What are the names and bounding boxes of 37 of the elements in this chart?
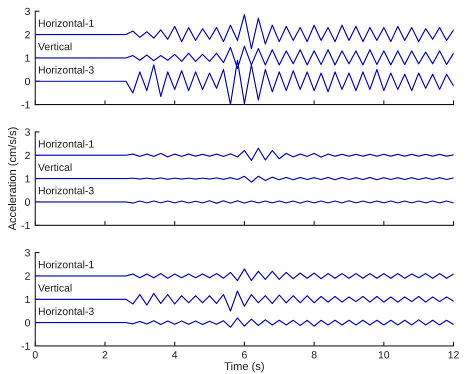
series-label: Horizontal-1 — [38, 260, 94, 268]
y-tick-label: 2 — [25, 31, 30, 38]
y-tick-label: 1 — [25, 296, 30, 304]
y-axis-title: Acceleration (cm/s/s) — [8, 127, 18, 230]
line-series — [35, 268, 454, 282]
y-tick-label: 3 — [24, 249, 30, 256]
y-tick-label: -1 — [22, 222, 30, 230]
series-label: Horizontal-1 — [38, 19, 94, 27]
x-tick-label: 8 — [312, 351, 317, 358]
x-axis-title: Time (s) — [224, 362, 264, 372]
y-tick-label: 3 — [24, 128, 30, 136]
series-label: Horizontal-3 — [38, 307, 94, 315]
y-tick-label: 0 — [25, 78, 30, 86]
y-tick-label: 1 — [25, 175, 30, 182]
y-tick-label: -1 — [22, 101, 30, 108]
line-series — [35, 317, 454, 328]
y-tick-label: 0 — [25, 198, 30, 206]
y-tick-label: 2 — [25, 272, 30, 280]
y-tick-label: 1 — [25, 54, 30, 62]
y-tick-label: 0 — [25, 319, 30, 326]
x-tick-label: 6 — [242, 351, 247, 358]
x-tick-label: 4 — [172, 351, 178, 358]
line-series — [35, 148, 454, 161]
x-tick-label: 0 — [32, 351, 38, 358]
y-tick-label: 2 — [25, 152, 30, 160]
y-tick-label: -1 — [22, 342, 30, 350]
series-label: Horizontal-3 — [38, 186, 94, 194]
y-tick-label: 3 — [24, 8, 30, 16]
line-series — [35, 14, 454, 50]
x-tick-label: 2 — [102, 351, 108, 358]
x-tick-label: 12 — [448, 351, 459, 358]
series-label: Horizontal-1 — [38, 140, 94, 148]
series-label: Horizontal-3 — [38, 66, 94, 74]
series-label: Vertical — [38, 284, 72, 292]
x-tick-label: 10 — [378, 351, 390, 358]
series-label: Vertical — [38, 42, 72, 50]
series-label: Vertical — [38, 163, 72, 171]
